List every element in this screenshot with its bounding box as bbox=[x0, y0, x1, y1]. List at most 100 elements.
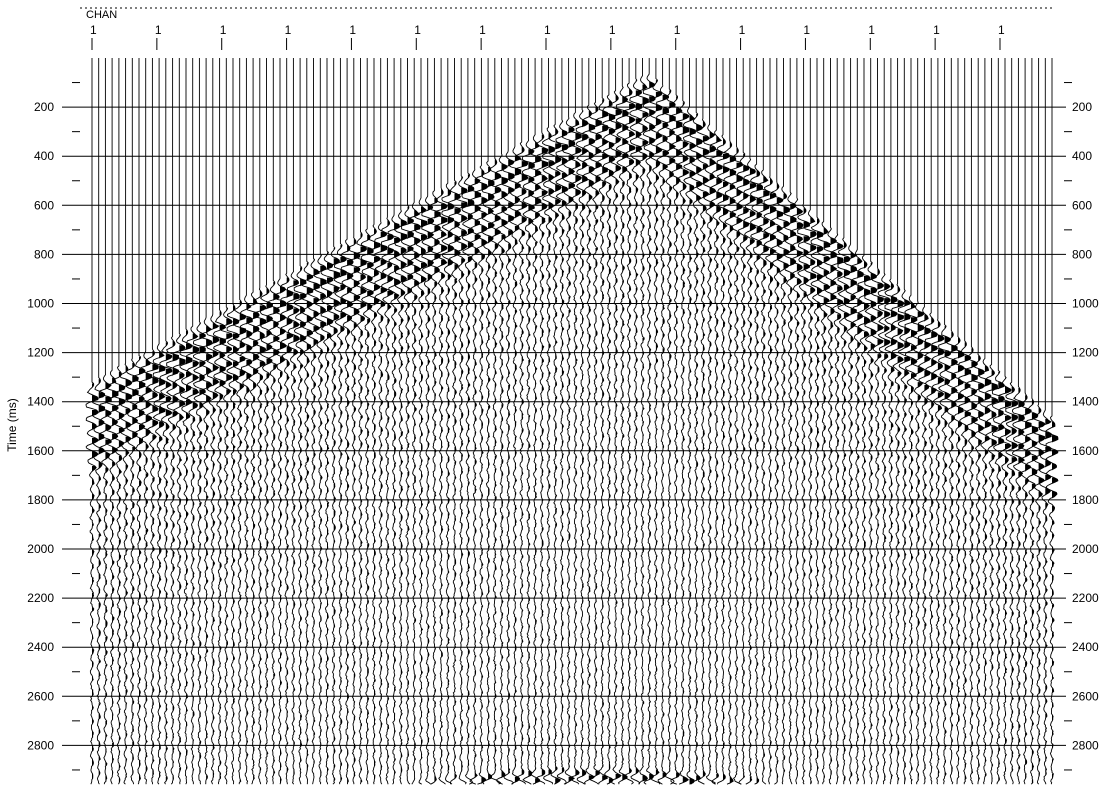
wiggle-fill bbox=[219, 311, 226, 780]
wiggle-trace bbox=[112, 58, 126, 785]
wiggle-fill bbox=[1018, 388, 1025, 771]
wiggle-trace bbox=[239, 58, 253, 785]
wiggle-fill bbox=[662, 94, 669, 779]
wiggle-fill bbox=[958, 337, 964, 779]
wiggle-trace bbox=[159, 58, 173, 785]
chan-tick-label: 1 bbox=[414, 23, 421, 37]
wiggle-trace bbox=[636, 58, 649, 785]
wiggle-fill bbox=[635, 80, 642, 774]
wiggle-fill bbox=[514, 155, 521, 783]
wiggle-fill bbox=[850, 252, 857, 777]
wiggle-fill bbox=[246, 304, 253, 770]
wiggle-fill bbox=[239, 301, 246, 783]
y-tick-label-right: 1200 bbox=[1072, 346, 1099, 360]
chan-tick-row: 1 1 1 1 1 1 1 1 1 1 1 1 1 1 1 bbox=[90, 23, 1005, 50]
y-tick-label-right: 800 bbox=[1072, 247, 1092, 261]
wiggle-fill bbox=[441, 189, 447, 770]
wiggle-fill bbox=[98, 379, 105, 776]
wiggle-trace bbox=[763, 58, 777, 785]
wiggle-trace bbox=[152, 58, 166, 785]
wiggle-trace bbox=[219, 58, 233, 785]
wiggle-trace bbox=[964, 58, 978, 785]
wiggle-fill bbox=[233, 305, 239, 773]
wiggle-fill bbox=[353, 239, 360, 777]
chan-tick-label: 1 bbox=[349, 23, 356, 37]
wiggle-trace bbox=[891, 58, 904, 785]
chan-tick-label: 1 bbox=[544, 23, 551, 37]
wiggle-trace bbox=[165, 58, 180, 785]
y-tick-label-right: 1000 bbox=[1072, 297, 1099, 311]
wiggle-fill bbox=[904, 290, 911, 785]
wiggle-trace bbox=[488, 58, 502, 785]
wiggle-fill bbox=[911, 302, 917, 782]
wiggle-fill bbox=[488, 167, 494, 780]
wiggle-fill bbox=[259, 290, 266, 774]
wiggle-trace bbox=[172, 58, 186, 785]
chan-tick-label: 1 bbox=[220, 23, 227, 37]
chan-tick-label: 1 bbox=[868, 23, 875, 37]
y-tick-label-right: 400 bbox=[1072, 149, 1092, 163]
y-tick-label-right: 600 bbox=[1072, 198, 1092, 212]
chan-tick-label: 1 bbox=[155, 23, 162, 37]
wiggle-fill bbox=[669, 90, 676, 773]
wiggle-fill bbox=[92, 383, 98, 780]
wiggle-trace bbox=[427, 58, 441, 785]
wiggle-fill bbox=[293, 280, 300, 776]
wiggle-fill bbox=[588, 111, 595, 780]
wiggle-trace bbox=[535, 58, 549, 785]
wiggle-fill bbox=[1052, 421, 1058, 780]
y-tick-label-right: 1800 bbox=[1072, 493, 1099, 507]
wiggle-trace bbox=[716, 58, 730, 785]
header-row: CHAN 1 1 1 1 1 1 1 1 1 1 1 1 1 1 1 bbox=[80, 7, 1052, 50]
wiggle-trace bbox=[374, 58, 388, 785]
wiggle-fill bbox=[937, 321, 944, 779]
wiggle-trace bbox=[629, 58, 643, 785]
wiggle-trace bbox=[387, 58, 401, 785]
wiggle-fill bbox=[924, 314, 931, 783]
y-tick-label-right: 2000 bbox=[1072, 542, 1099, 556]
wiggle-fill bbox=[360, 233, 367, 783]
chan-tick-label: 1 bbox=[479, 23, 486, 37]
wiggle-trace bbox=[777, 58, 790, 785]
wiggle-fill bbox=[226, 308, 233, 776]
wiggle-fill bbox=[803, 208, 810, 773]
wiggle-trace bbox=[830, 58, 844, 785]
wiggle-trace bbox=[528, 58, 542, 785]
chan-tick-label: 1 bbox=[609, 23, 616, 37]
wiggle-fill bbox=[192, 333, 199, 773]
wiggle-fill bbox=[206, 326, 212, 780]
wiggle-fill bbox=[676, 96, 682, 779]
wiggle-fill bbox=[991, 370, 998, 783]
wiggle-trace bbox=[454, 58, 468, 785]
wiggle-fill bbox=[770, 178, 776, 773]
wiggle-fill bbox=[890, 283, 897, 780]
y-tick-label-right: 1600 bbox=[1072, 444, 1099, 458]
wiggle-fill bbox=[723, 139, 729, 782]
wiggle-fill bbox=[427, 203, 434, 773]
wiggle-fill bbox=[447, 189, 454, 774]
wiggle-trace bbox=[401, 58, 414, 785]
wiggle-fill bbox=[877, 268, 884, 780]
wiggle-trace bbox=[1005, 58, 1019, 785]
wiggle-fill bbox=[642, 84, 649, 782]
wiggle-fill bbox=[823, 227, 830, 779]
wiggle-trace bbox=[803, 58, 817, 785]
wiggle-fill bbox=[689, 115, 696, 785]
wiggle-trace bbox=[884, 58, 898, 785]
wiggle-fill bbox=[528, 149, 535, 777]
chan-tick-label: 1 bbox=[739, 23, 746, 37]
wiggle-trace bbox=[817, 58, 831, 785]
wiggle-fill bbox=[595, 106, 602, 777]
wiggle-fill bbox=[978, 355, 985, 782]
wiggle-trace bbox=[273, 58, 287, 785]
wiggle-trace bbox=[723, 58, 737, 785]
wiggle-trace bbox=[193, 58, 206, 785]
chan-tick-label: 1 bbox=[90, 23, 97, 37]
wiggle-trace bbox=[125, 58, 139, 785]
y-tick-label-left: 1400 bbox=[27, 395, 54, 409]
wiggle-trace bbox=[233, 58, 247, 785]
wiggle-trace bbox=[367, 58, 381, 785]
wiggle-fill bbox=[1005, 377, 1011, 773]
wiggle-trace bbox=[991, 58, 1005, 785]
wiggle-fill bbox=[629, 88, 635, 774]
